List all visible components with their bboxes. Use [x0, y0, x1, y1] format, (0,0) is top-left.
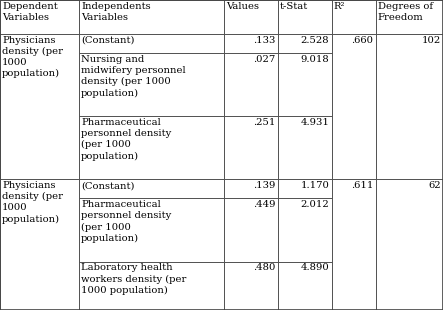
Text: 1.170: 1.170 [300, 181, 330, 190]
Text: Laboratory health
workers density (per
1000 population): Laboratory health workers density (per 1… [81, 264, 187, 295]
Bar [278, 179, 332, 198]
Text: t-Stat: t-Stat [280, 2, 308, 11]
Bar [224, 179, 278, 198]
Bar [79, 262, 224, 310]
Text: 102: 102 [422, 36, 441, 45]
Bar [278, 0, 332, 34]
Bar [224, 198, 278, 262]
Text: Nursing and
midwifery personnel
density (per 1000
population): Nursing and midwifery personnel density … [81, 55, 186, 98]
Text: (Constant): (Constant) [81, 181, 135, 190]
Bar [332, 0, 376, 34]
Bar [376, 34, 443, 179]
Text: Independents
Variables: Independents Variables [81, 2, 151, 22]
Text: .660: .660 [351, 36, 373, 45]
Bar [0, 34, 79, 179]
Bar [278, 116, 332, 179]
Bar [332, 179, 376, 310]
Text: .449: .449 [253, 200, 276, 209]
Text: Pharmaceutical
personnel density
(per 1000
population): Pharmaceutical personnel density (per 10… [81, 118, 171, 161]
Text: Dependent
Variables: Dependent Variables [2, 2, 58, 22]
Bar [376, 179, 443, 310]
Bar [79, 0, 224, 34]
Text: 2.528: 2.528 [301, 36, 330, 45]
Bar [332, 34, 376, 179]
Text: Physicians
density (per
1000
population): Physicians density (per 1000 population) [2, 36, 63, 78]
Text: 62: 62 [428, 181, 441, 190]
Text: R²: R² [334, 2, 346, 11]
Bar [278, 198, 332, 262]
Bar [79, 116, 224, 179]
Text: Pharmaceutical
personnel density
(per 1000
population): Pharmaceutical personnel density (per 10… [81, 200, 171, 243]
Text: .027: .027 [253, 55, 276, 64]
Bar [79, 34, 224, 53]
Bar [224, 53, 278, 116]
Bar [376, 0, 443, 34]
Bar [79, 198, 224, 262]
Bar [0, 179, 79, 310]
Bar [278, 34, 332, 53]
Text: .139: .139 [253, 181, 276, 190]
Bar [79, 53, 224, 116]
Text: (Constant): (Constant) [81, 36, 135, 45]
Text: 2.012: 2.012 [301, 200, 330, 209]
Bar [224, 116, 278, 179]
Bar [224, 262, 278, 310]
Text: Degrees of
Freedom: Degrees of Freedom [378, 2, 433, 22]
Bar [278, 53, 332, 116]
Bar [0, 0, 79, 34]
Text: Values: Values [226, 2, 259, 11]
Bar [79, 179, 224, 198]
Text: .251: .251 [253, 118, 276, 127]
Text: .480: .480 [253, 264, 276, 272]
Text: Physicians
density (per
1000
population): Physicians density (per 1000 population) [2, 181, 63, 224]
Text: 4.890: 4.890 [301, 264, 330, 272]
Text: 9.018: 9.018 [301, 55, 330, 64]
Text: 4.931: 4.931 [300, 118, 330, 127]
Bar [224, 34, 278, 53]
Text: .133: .133 [253, 36, 276, 45]
Text: .611: .611 [351, 181, 373, 190]
Bar [278, 262, 332, 310]
Bar [224, 0, 278, 34]
